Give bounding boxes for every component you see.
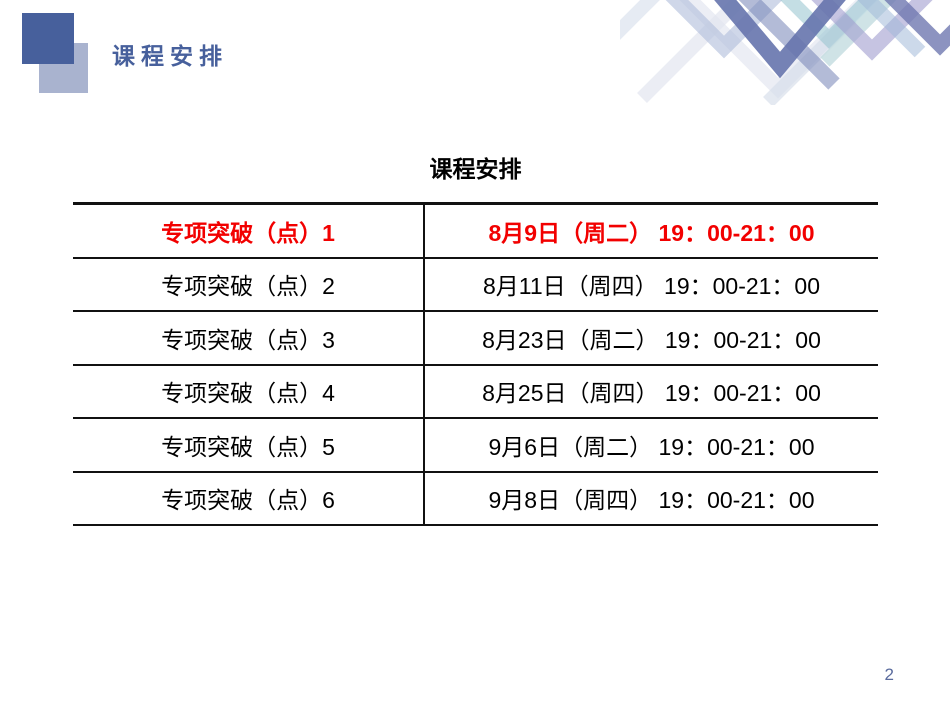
header-decoration-dark-square [22,13,74,64]
course-time-cell: 9月8日（周四） 19：00-21：00 [423,472,878,524]
table-row: 专项突破（点）6 9月8日（周四） 19：00-21：00 [73,472,878,526]
course-schedule-table: 专项突破（点）1 8月9日（周二） 19：00-21：00 专项突破（点）2 8… [73,202,878,526]
course-name-cell: 专项突破（点）6 [161,487,335,514]
course-name-cell: 专项突破（点）1 [161,219,335,246]
table-row: 专项突破（点）5 9月6日（周二） 19：00-21：00 [73,419,878,473]
course-name-cell: 专项突破（点）3 [161,326,335,353]
table-title: 课程安排 [429,156,522,182]
course-name-cell: 专项突破（点）4 [161,380,335,407]
page-number: 2 [884,665,894,684]
course-time-cell: 9月6日（周二） 19：00-21：00 [423,419,878,471]
course-time-cell: 8月11日（周四） 19：00-21：00 [423,258,878,310]
course-time-cell: 8月9日（周二） 19：00-21：00 [423,205,878,257]
slide-header-title: 课程安排 [112,43,228,69]
course-time-cell: 8月25日（周四） 19：00-21：00 [423,365,878,417]
chevron-pattern-decoration [620,0,950,105]
course-name-cell: 专项突破（点）5 [161,433,335,460]
course-time-cell: 8月23日（周二） 19：00-21：00 [423,312,878,364]
table-row: 专项突破（点）4 8月25日（周四） 19：00-21：00 [73,365,878,419]
table-row: 专项突破（点）2 8月11日（周四） 19：00-21：00 [73,258,878,312]
course-name-cell: 专项突破（点）2 [161,273,335,300]
table-row: 专项突破（点）1 8月9日（周二） 19：00-21：00 [73,205,878,259]
table-row: 专项突破（点）3 8月23日（周二） 19：00-21：00 [73,312,878,366]
